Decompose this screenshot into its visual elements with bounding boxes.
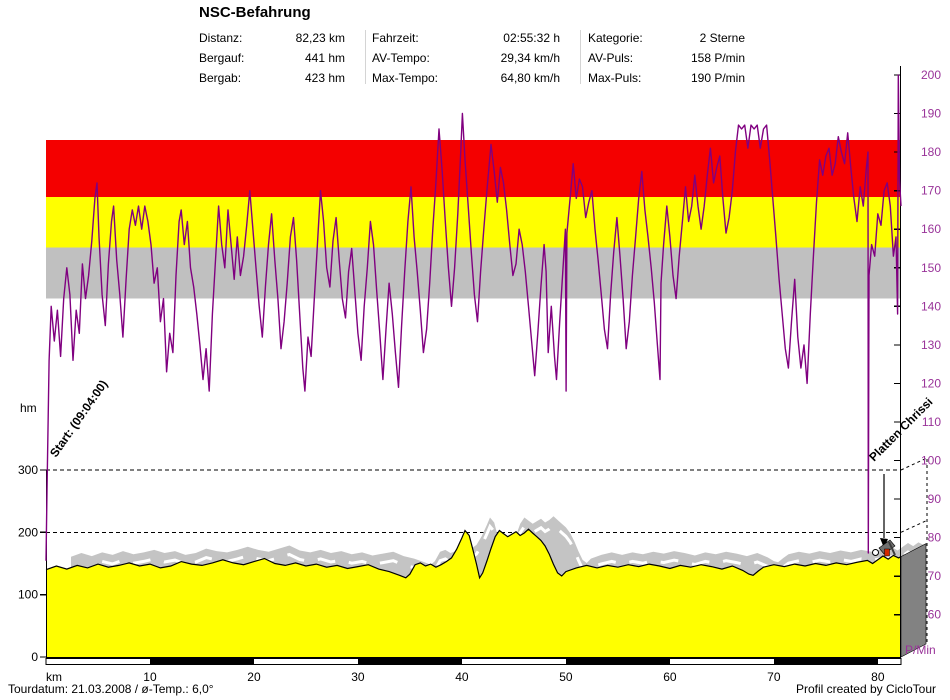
km-tick-label: 10	[143, 670, 157, 684]
stat-label: AV-Puls:	[588, 51, 634, 65]
km-tick-label: 50	[559, 670, 573, 684]
elevation-side-panel	[900, 543, 927, 658]
elevation-tick-label: 200	[18, 525, 38, 539]
stat-label: Bergauf:	[199, 51, 245, 65]
event-marker-circle	[872, 549, 879, 556]
page-title: NSC-Befahrung	[199, 4, 311, 21]
stats-separator	[580, 30, 581, 84]
elevation-tick-label: 100	[18, 588, 38, 602]
stat-label: Bergab:	[199, 71, 242, 85]
stat-kategorie: Kategorie: 2 Sterne	[588, 28, 745, 48]
pulse-axis-unit: P/Min	[905, 643, 936, 657]
stat-value: 158 P/min	[690, 51, 745, 65]
pulse-tick-label: 170	[921, 184, 941, 198]
km-scale-bar	[45, 658, 902, 665]
stat-label: AV-Tempo:	[372, 51, 430, 65]
km-tick-label: 80	[871, 670, 885, 684]
km-tick-label: 40	[455, 670, 469, 684]
pulse-line-group	[45, 74, 902, 561]
stats-separator	[365, 30, 366, 84]
elevation-area	[46, 529, 901, 657]
red-zone-band	[46, 140, 900, 197]
pulse-tick-label: 130	[921, 338, 941, 352]
axes: 300 200 100 0 hm 10 20 30 40 50 60 70 80 km 200 190 180 1…	[18, 66, 941, 684]
stat-label: Kategorie:	[588, 31, 643, 45]
stat-value: 190 P/min	[690, 71, 745, 85]
event-pointer-arrowhead	[880, 538, 888, 548]
flat-tire-icon-red-flag	[884, 548, 890, 557]
pulse-tick-label: 100	[921, 454, 941, 468]
stat-value: 64,80 km/h	[500, 71, 560, 85]
stat-value: 02:55:32 h	[503, 31, 560, 45]
pulse-tick-label: 160	[921, 222, 941, 236]
stat-av-tempo: AV-Tempo: 29,34 km/h	[372, 48, 560, 68]
pulse-tick-label: 70	[928, 569, 942, 583]
pulse-tick-label: 110	[922, 415, 941, 429]
stat-max-tempo: Max-Tempo: 64,80 km/h	[372, 68, 560, 88]
stat-max-puls: Max-Puls: 190 P/min	[588, 68, 745, 88]
start-time-label: Start: (09:04:00)	[47, 377, 110, 459]
pulse-tick-label: 140	[921, 299, 941, 313]
yellow-zone-band	[46, 196, 900, 248]
stat-value: 423 hm	[304, 71, 345, 85]
km-tick-label: 30	[351, 670, 365, 684]
pulse-zone-bands	[46, 140, 900, 299]
flat-tire-icon-handle	[888, 541, 896, 556]
pulse-tick-label: 150	[921, 261, 941, 275]
km-tick-label: 60	[663, 670, 677, 684]
stat-label: Distanz:	[199, 31, 243, 45]
stat-av-puls: AV-Puls: 158 P/min	[588, 48, 745, 68]
km-scale-bar-segment	[565, 659, 670, 664]
km-tick-label: 70	[767, 670, 781, 684]
stat-value: 82,23 km	[295, 31, 345, 45]
gridline-depth-200hm	[900, 519, 928, 533]
stat-label: Fahrzeit:	[372, 31, 419, 45]
km-scale-bar-segment	[773, 659, 878, 664]
created-by-credit: Profil created by CicloTour	[795, 682, 936, 696]
stats-column-2: Fahrzeit: 02:55:32 h AV-Tempo: 29,34 km/…	[372, 28, 560, 88]
distance-axis-unit: km	[46, 670, 62, 684]
elevation-tick-label: 300	[18, 463, 38, 477]
pulse-tick-label: 60	[928, 608, 942, 622]
flat-tire-icon	[878, 539, 896, 555]
stat-bergab: Bergab: 423 hm	[199, 68, 345, 88]
pulse-tick-label: 120	[921, 376, 941, 390]
stat-label: Max-Puls:	[588, 71, 642, 85]
elevation-axis-unit: hm	[20, 401, 37, 415]
stats-column-3: Kategorie: 2 Sterne AV-Puls: 158 P/min M…	[588, 28, 745, 88]
elevation-outline	[45, 528, 902, 580]
pulse-tick-label: 200	[921, 68, 941, 82]
pulse-tick-label: 190	[921, 107, 941, 121]
stat-value: 441 hm	[304, 51, 345, 65]
km-scale-bar-segment	[149, 659, 254, 664]
stat-value: 2 Sterne	[699, 31, 745, 45]
stat-distanz: Distanz: 82,23 km	[199, 28, 345, 48]
km-scale-bar-segment	[357, 659, 462, 664]
tour-date-temp: Tourdatum: 21.03.2008 / ø-Temp.: 6,0°	[8, 682, 214, 696]
stat-fahrzeit: Fahrzeit: 02:55:32 h	[372, 28, 560, 48]
pulse-line	[45, 74, 902, 561]
elevation-tick-label: 0	[31, 650, 38, 664]
stat-value: 29,34 km/h	[500, 51, 560, 65]
stats-column-1: Distanz: 82,23 km Bergauf: 441 hm Bergab…	[199, 28, 345, 88]
pulse-tick-label: 90	[928, 492, 942, 506]
shadow-highlight-streaks	[101, 523, 914, 578]
km-tick-label: 20	[247, 670, 261, 684]
pulse-tick-label: 180	[921, 145, 941, 159]
gridline-depth-300hm	[900, 457, 928, 471]
elevation-profile	[45, 516, 927, 658]
stat-bergauf: Bergauf: 441 hm	[199, 48, 345, 68]
pulse-tick-label: 80	[928, 531, 942, 545]
stat-label: Max-Tempo:	[372, 71, 439, 85]
